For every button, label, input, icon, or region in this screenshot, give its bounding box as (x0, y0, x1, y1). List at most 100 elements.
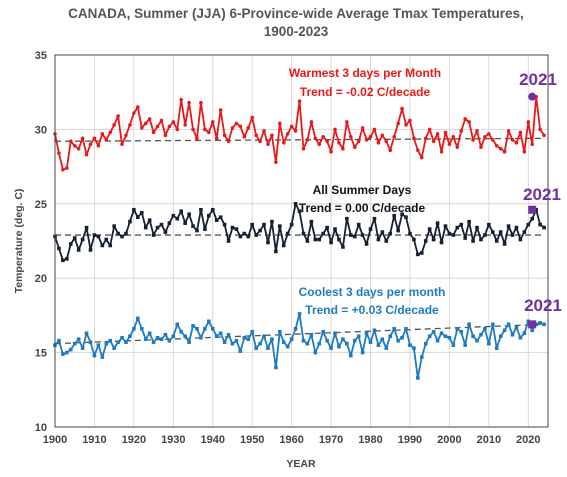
warm-point (92, 136, 97, 141)
warm-point (317, 142, 322, 147)
warm-point (222, 133, 227, 138)
cool-point (376, 343, 381, 347)
all-point (506, 224, 511, 228)
all-point (526, 222, 531, 227)
warm-point (108, 130, 113, 135)
all-point (333, 227, 337, 231)
all-point (380, 230, 385, 234)
cool-point (120, 335, 124, 340)
warm-point (124, 133, 128, 138)
all-point (538, 222, 542, 227)
warm-point (451, 135, 456, 139)
warm-point (139, 126, 144, 130)
highlight-year-label-all: 2021 (523, 185, 561, 204)
all-point (159, 222, 164, 227)
cool-point (431, 329, 436, 334)
cool-point (412, 346, 416, 350)
all-point (155, 225, 160, 230)
all-point (254, 233, 258, 237)
warm-point (479, 145, 483, 150)
y-tick-label-1: 15 (35, 348, 47, 360)
cool-point (479, 332, 483, 337)
warm-point (372, 127, 377, 132)
cool-point (214, 334, 219, 339)
data-series (53, 94, 546, 380)
cool-point (68, 347, 73, 352)
cool-point (203, 326, 207, 331)
all-point (151, 233, 156, 237)
warm-point (151, 130, 156, 135)
all-point (479, 237, 483, 242)
all-point (384, 239, 389, 243)
cool-point (147, 331, 152, 336)
warm-point (321, 135, 325, 139)
all-point (337, 237, 341, 242)
all-trend-label: Trend = 0.00 C/decade (299, 201, 426, 215)
cool-point (459, 329, 464, 334)
warm-point (136, 105, 140, 109)
cool-point (72, 341, 77, 346)
all-point (341, 245, 345, 249)
cool-point (490, 322, 495, 327)
cool-point (136, 316, 140, 321)
warm-point (329, 149, 333, 154)
warm-point (325, 139, 329, 144)
warm-point (289, 124, 294, 129)
warm-point (396, 121, 400, 126)
all-point (451, 233, 456, 237)
cool-point (139, 326, 144, 331)
all-point (423, 239, 428, 243)
warm-point (364, 138, 369, 142)
warm-point (431, 139, 436, 144)
all-point (270, 219, 274, 224)
all-point (317, 237, 322, 242)
cool-trend-label: Trend = +0.03 C/decade (305, 303, 439, 317)
all-point (61, 258, 65, 263)
all-point (230, 225, 235, 230)
cool-point (266, 346, 270, 350)
highlight-year-label-warm: 2021 (519, 70, 557, 89)
all-point (455, 225, 460, 230)
warm-point (207, 130, 211, 135)
cool-point (230, 341, 235, 346)
y-tick-label-0: 10 (35, 422, 47, 434)
warm-point (506, 129, 511, 133)
cool-point (352, 338, 357, 343)
all-point (203, 227, 207, 231)
warm-point (341, 146, 345, 151)
cool-point (76, 337, 81, 342)
warm-point (210, 120, 215, 124)
cool-point (514, 325, 519, 330)
cool-point (84, 331, 89, 336)
warm-point (435, 132, 440, 136)
all-point (214, 218, 219, 222)
cool-point (522, 331, 527, 336)
cool-point (289, 337, 294, 342)
warm-point (80, 136, 85, 141)
warm-point (57, 151, 61, 156)
all-point (226, 239, 231, 243)
cool-point (467, 322, 471, 327)
cool-point (297, 312, 302, 316)
warm-point (345, 120, 349, 124)
cool-point (112, 346, 116, 350)
warm-point (349, 135, 353, 139)
y-tick-label-2: 20 (35, 273, 47, 285)
cool-point (321, 329, 325, 334)
chart-title-line1: CANADA, Summer (JJA) 6-Province-wide Ave… (68, 6, 524, 21)
all-point (167, 221, 172, 225)
cool-series-label: Coolest 3 days per month (299, 285, 446, 299)
cool-point (226, 332, 231, 337)
all-point (408, 231, 412, 236)
all-point (68, 242, 73, 246)
all-point (84, 225, 89, 230)
y-tick-label-3: 25 (35, 199, 47, 211)
warm-point (179, 97, 184, 102)
warm-series-label: Warmest 3 days per Month (289, 66, 441, 80)
all-point (207, 213, 211, 218)
cool-point (364, 331, 369, 336)
warm-point (333, 127, 337, 132)
warm-point (392, 135, 396, 139)
all-point (321, 231, 325, 236)
cool-point (309, 332, 314, 337)
